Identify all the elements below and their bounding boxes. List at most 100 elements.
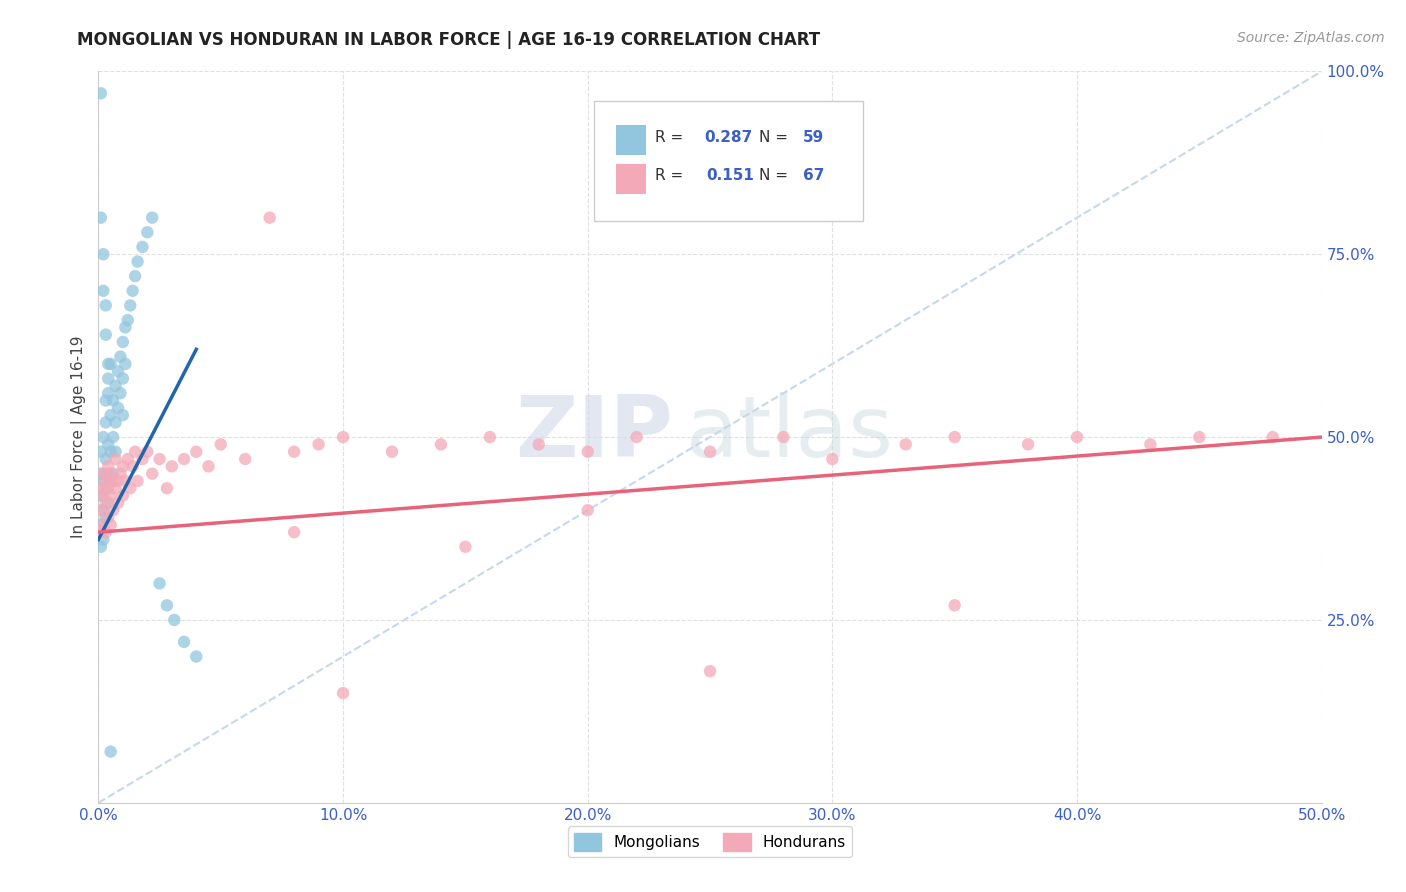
- Text: atlas: atlas: [686, 392, 894, 475]
- Text: R =: R =: [655, 129, 688, 145]
- Hondurans: [101, 503, 124, 517]
- Mongolians: [90, 540, 112, 554]
- Mongolians: [124, 269, 146, 284]
- Hondurans: [821, 452, 844, 467]
- Hondurans: [101, 474, 124, 488]
- Hondurans: [699, 664, 721, 678]
- Mongolians: [100, 357, 122, 371]
- FancyBboxPatch shape: [616, 125, 647, 155]
- Hondurans: [478, 430, 501, 444]
- Hondurans: [699, 444, 721, 458]
- Hondurans: [1017, 437, 1039, 451]
- Hondurans: [283, 525, 305, 540]
- Mongolians: [131, 240, 153, 254]
- Hondurans: [233, 452, 256, 467]
- Legend: Mongolians, Hondurans: Mongolians, Hondurans: [568, 827, 852, 857]
- Mongolians: [94, 452, 117, 467]
- Mongolians: [90, 444, 112, 458]
- Mongolians: [173, 635, 195, 649]
- Mongolians: [114, 320, 136, 334]
- Hondurans: [100, 489, 122, 503]
- Mongolians: [90, 489, 112, 503]
- Hondurans: [97, 510, 120, 524]
- Hondurans: [197, 459, 219, 474]
- Mongolians: [186, 649, 208, 664]
- Hondurans: [121, 459, 143, 474]
- Hondurans: [90, 481, 112, 495]
- Text: MONGOLIAN VS HONDURAN IN LABOR FORCE | AGE 16-19 CORRELATION CHART: MONGOLIAN VS HONDURAN IN LABOR FORCE | A…: [77, 31, 821, 49]
- Mongolians: [94, 393, 117, 408]
- Hondurans: [626, 430, 648, 444]
- Hondurans: [97, 459, 120, 474]
- Mongolians: [100, 474, 122, 488]
- Mongolians: [97, 496, 120, 510]
- Hondurans: [104, 481, 127, 495]
- Hondurans: [104, 452, 127, 467]
- Hondurans: [141, 467, 163, 481]
- Mongolians: [121, 284, 143, 298]
- Hondurans: [454, 540, 477, 554]
- Mongolians: [114, 357, 136, 371]
- Text: 59: 59: [803, 129, 824, 145]
- Hondurans: [943, 599, 966, 613]
- Mongolians: [97, 467, 120, 481]
- Hondurans: [120, 481, 142, 495]
- Mongolians: [111, 371, 134, 385]
- Text: 0.287: 0.287: [704, 129, 752, 145]
- Mongolians: [90, 467, 112, 481]
- Mongolians: [104, 416, 127, 430]
- Mongolians: [94, 416, 117, 430]
- Mongolians: [100, 444, 122, 458]
- Hondurans: [308, 437, 330, 451]
- Hondurans: [381, 444, 404, 458]
- Mongolians: [90, 211, 112, 225]
- Mongolians: [94, 510, 117, 524]
- Mongolians: [94, 298, 117, 312]
- Hondurans: [97, 481, 120, 495]
- Hondurans: [131, 452, 153, 467]
- Hondurans: [111, 459, 134, 474]
- Mongolians: [94, 327, 117, 342]
- Mongolians: [90, 517, 112, 532]
- Text: 67: 67: [803, 169, 824, 184]
- Mongolians: [104, 379, 127, 393]
- Text: R =: R =: [655, 169, 693, 184]
- Mongolians: [141, 211, 163, 225]
- Hondurans: [943, 430, 966, 444]
- Hondurans: [136, 444, 159, 458]
- Hondurans: [576, 503, 599, 517]
- Hondurans: [90, 525, 112, 540]
- Hondurans: [111, 489, 134, 503]
- Mongolians: [111, 334, 134, 349]
- Hondurans: [283, 444, 305, 458]
- Hondurans: [894, 437, 917, 451]
- Hondurans: [1139, 437, 1161, 451]
- FancyBboxPatch shape: [616, 163, 647, 194]
- Hondurans: [90, 503, 112, 517]
- Hondurans: [430, 437, 453, 451]
- Mongolians: [97, 357, 120, 371]
- Mongolians: [94, 481, 117, 495]
- Mongolians: [101, 393, 124, 408]
- Mongolians: [100, 745, 122, 759]
- Mongolians: [97, 386, 120, 401]
- Hondurans: [1066, 430, 1088, 444]
- Mongolians: [90, 87, 112, 101]
- Mongolians: [156, 599, 179, 613]
- Mongolians: [110, 386, 132, 401]
- Mongolians: [97, 371, 120, 385]
- Hondurans: [259, 211, 281, 225]
- Mongolians: [163, 613, 186, 627]
- FancyBboxPatch shape: [593, 101, 863, 221]
- Hondurans: [332, 686, 354, 700]
- Text: Source: ZipAtlas.com: Source: ZipAtlas.com: [1237, 31, 1385, 45]
- Mongolians: [91, 474, 114, 488]
- Mongolians: [120, 298, 142, 312]
- Hondurans: [209, 437, 232, 451]
- Hondurans: [1261, 430, 1284, 444]
- Mongolians: [100, 408, 122, 422]
- Mongolians: [110, 350, 132, 364]
- Hondurans: [527, 437, 550, 451]
- Hondurans: [1188, 430, 1211, 444]
- Mongolians: [101, 467, 124, 481]
